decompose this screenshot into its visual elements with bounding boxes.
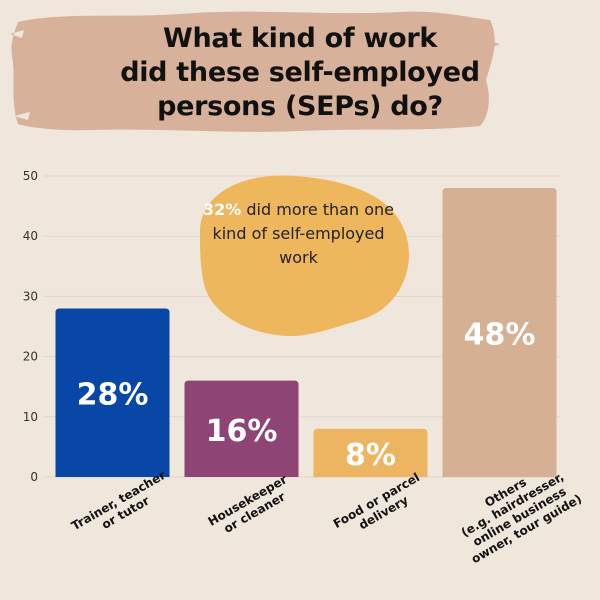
y-tick-label: 0 <box>30 470 38 484</box>
bars <box>55 188 557 478</box>
data-labels: 28% 16% 8% 48% <box>77 318 536 473</box>
callout-blob <box>200 175 409 337</box>
callout-body: did more than one kind of self-employed … <box>212 200 394 267</box>
bar-value-label: 8% <box>345 438 396 473</box>
title-banner: What kind of work did these self-employe… <box>0 0 600 150</box>
y-tick-label: 40 <box>23 229 38 243</box>
bar-value-label: 16% <box>206 414 278 449</box>
bar <box>55 308 170 477</box>
callout-text: 32% did more than one kind of self-emplo… <box>196 198 401 270</box>
y-tick-label: 50 <box>23 169 38 183</box>
y-axis: 0 10 20 30 40 50 <box>23 169 38 484</box>
bar <box>184 380 299 477</box>
title-brush-background <box>10 11 500 132</box>
chart-title: What kind of work did these self-employe… <box>0 22 600 124</box>
callout-highlight: 32% <box>203 200 242 219</box>
y-tick-label: 10 <box>23 410 38 424</box>
title-line-1: What kind of work <box>162 23 438 54</box>
bar <box>442 188 557 478</box>
title-line-2: did these self-employed <box>120 57 480 88</box>
y-tick-label: 30 <box>23 289 38 303</box>
y-tick-label: 20 <box>23 350 38 364</box>
bar <box>313 428 428 477</box>
bar-value-label: 48% <box>464 318 536 353</box>
bar-value-label: 28% <box>77 378 149 413</box>
title-line-3: persons (SEPs) do? <box>157 91 443 122</box>
